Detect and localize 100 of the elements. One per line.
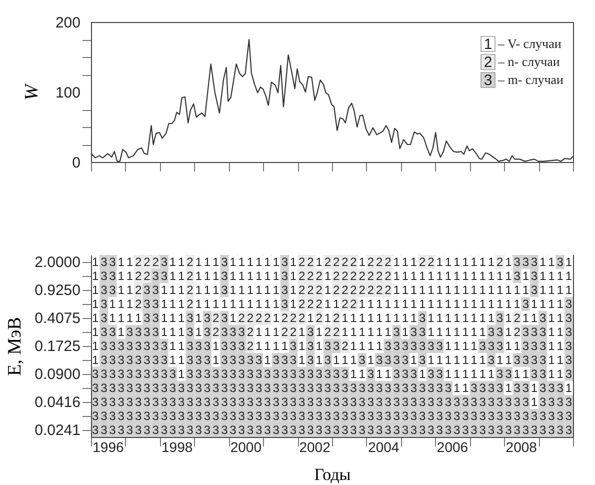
data-label: 3 [376,381,383,395]
data-label: 3 [126,395,134,409]
data-label: 1 [556,311,564,325]
data-label: 1 [444,311,452,325]
data-label: 3 [100,297,108,311]
data-label: 1 [178,311,186,325]
data-label: 3 [92,423,99,437]
data-label: 1 [212,297,220,311]
data-label: 1 [324,297,332,311]
data-label: 1 [230,297,237,311]
data-label: 1 [160,311,168,325]
data-label: 3 [212,395,220,409]
data-label: 3 [126,381,134,395]
data-label: 3 [462,395,470,409]
data-label: 1 [540,283,547,297]
data-label: 1 [118,297,125,311]
data-label: 1 [479,311,486,325]
data-label: 3 [290,353,297,367]
data-label: 1 [565,283,572,297]
data-label: 3 [548,409,556,423]
data-label: 2 [376,269,383,283]
data-label: 3 [92,381,99,395]
data-label: 1 [479,283,486,297]
data-label: 3 [444,423,452,437]
data-label: 2 [281,311,288,325]
data-label: 3 [565,367,572,381]
data-label: 3 [109,255,116,269]
data-label: 1 [470,325,478,339]
data-label: 3 [462,409,470,423]
data-label: 3 [144,339,151,353]
data-label: 1 [479,269,486,283]
data-label: 1 [178,367,186,381]
data-label: 3 [342,367,349,381]
data-label: 3 [298,409,306,423]
data-label: 3 [126,325,134,339]
data-label: 1 [238,269,246,283]
data-label: 3 [393,353,400,367]
data-label: 3 [152,395,160,409]
data-label: 3 [152,269,160,283]
data-label: 3 [428,381,435,395]
data-label: 3 [298,367,306,381]
data-label: 1 [178,353,186,367]
data-label: 3 [540,325,547,339]
data-label: 3 [470,423,478,437]
data-label: 1 [255,297,262,311]
data-label: 3 [134,423,142,437]
data-label: 1 [514,297,521,311]
data-label: 3 [342,423,349,437]
data-label: 3 [230,325,237,339]
data-label: 3 [272,353,280,367]
data-label: 1 [470,269,478,283]
data-label: 1 [444,269,452,283]
data-label: 2 [332,255,340,269]
data-label: 3 [384,395,392,409]
data-label: 3 [332,409,340,423]
data-label: 1 [92,339,99,353]
data-label: 3 [332,367,340,381]
data-label: 3 [488,409,495,423]
data-label: 2 [332,311,340,325]
data-label: 3 [316,395,323,409]
data-label: 3 [384,381,392,395]
data-label: 3 [100,423,108,437]
data-label: 1 [204,255,211,269]
y-tick-label: 200 [55,14,80,32]
data-label: 1 [195,269,202,283]
data-label: 3 [100,269,108,283]
data-label: 1 [530,381,538,395]
data-label: 1 [264,255,272,269]
data-label: 1 [444,255,452,269]
data-label: 3 [324,353,332,367]
data-label: 3 [204,339,211,353]
data-label: 1 [514,339,521,353]
data-label: 3 [281,395,288,409]
data-label: 1 [212,269,220,283]
data-label: 3 [419,395,426,409]
data-label: 3 [160,367,168,381]
data-label: 3 [453,423,460,437]
data-label: 1 [419,269,426,283]
data-label: 3 [212,409,220,423]
data-label: 1 [428,283,435,297]
data-label: 1 [316,255,323,269]
data-label: 3 [246,367,254,381]
data-label: 1 [255,339,262,353]
data-label: 2 [298,311,306,325]
x-tick-label: 2006 [436,439,468,455]
data-label: 3 [393,325,400,339]
data-label: 3 [281,353,288,367]
text: 2 – n- случаи [484,54,560,71]
data-label: 3 [307,395,314,409]
data-label: 3 [144,367,151,381]
data-label: 3 [281,269,288,283]
data-label: 3 [230,409,237,423]
data-label: 1 [402,297,409,311]
data-label: 3 [496,339,504,353]
data-label: 1 [470,297,478,311]
data-label: 3 [246,423,254,437]
data-label: 3 [109,381,116,395]
data-label: 1 [462,311,470,325]
data-label: 1 [479,353,486,367]
data-label: 3 [255,367,262,381]
